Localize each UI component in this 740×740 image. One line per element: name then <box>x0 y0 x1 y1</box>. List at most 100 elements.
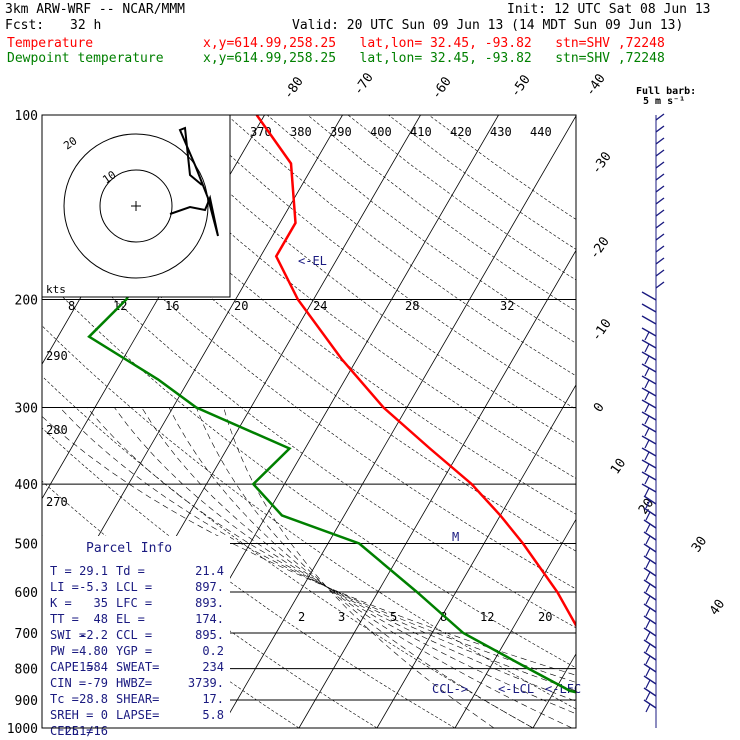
forecast-label: Fcst: <box>5 18 45 33</box>
parcel-info-value: CCL = <box>116 628 152 642</box>
parcel-info-value: Tc = <box>50 692 79 706</box>
hodograph-speed-label: 24 <box>313 299 327 313</box>
init-time: Init: 12 UTC Sat 08 Jun 13 <box>507 2 711 17</box>
moist-adiabat <box>223 407 495 728</box>
mixing-ratio-label: 3 <box>338 610 345 624</box>
theta-label: 440 <box>530 125 552 139</box>
hodograph-ring-label-10: 10 <box>100 168 118 186</box>
parcel-info-value: EL = <box>116 612 145 626</box>
parcel-info-value: 4.80 <box>79 644 108 658</box>
parcel-info-value: SHEAR= <box>116 692 159 706</box>
parcel-info-value: T = <box>50 564 72 578</box>
isotherm <box>611 115 740 728</box>
wind-barb <box>655 137 665 145</box>
parcel-info-value: 251/16 <box>65 724 108 738</box>
mixing-ratio-label: 20 <box>538 610 552 624</box>
parcel-info-value: SREH = <box>50 708 93 722</box>
theta-label: 390 <box>330 125 352 139</box>
wind-barb <box>641 363 657 377</box>
wind-barb <box>643 591 657 605</box>
moist-adiabat <box>86 407 576 692</box>
moist-adiabat <box>42 415 576 676</box>
wind-barb <box>643 651 657 665</box>
hodograph-unit: kts <box>46 283 66 296</box>
parcel-info-value: -79 <box>86 676 108 690</box>
moist-adiabat <box>196 407 534 728</box>
wind-barb <box>643 507 657 521</box>
dry-adiabat <box>42 375 534 728</box>
wind-barbs: Full barb:5 m s⁻¹ <box>636 86 696 728</box>
wind-barb <box>643 603 657 617</box>
wind-barb <box>643 687 657 701</box>
wind-barb <box>655 221 665 229</box>
pressure-label-200: 200 <box>15 294 38 309</box>
parcel-info-value: 17. <box>202 692 224 706</box>
moist-adiabat <box>114 407 576 702</box>
wind-barb <box>641 327 657 341</box>
wind-barb <box>655 245 665 253</box>
wind-barb <box>643 567 657 581</box>
theta-label: 280 <box>46 423 68 437</box>
mixing-ratio-label: 12 <box>480 610 494 624</box>
parcel-info-value: CAPE = <box>50 660 93 674</box>
parcel-info-value: TT = <box>50 612 79 626</box>
hodograph-speed-label: 8 <box>68 299 75 313</box>
hodograph: 10 20 kts <box>41 114 231 298</box>
theta-label: 380 <box>290 125 312 139</box>
wind-barb <box>643 675 657 689</box>
parcel-info-value: LI = <box>50 580 79 594</box>
hodograph-ring-label-20: 20 <box>61 134 79 152</box>
dry-adiabat <box>428 115 576 220</box>
pressure-label-400: 400 <box>15 478 38 493</box>
pressure-label-1000: 1000 <box>7 722 38 737</box>
temperature-label: -50 <box>508 72 534 100</box>
wind-barb <box>643 495 657 509</box>
parcel-info-value: CIN = <box>50 676 86 690</box>
pressure-label-700: 700 <box>15 627 38 642</box>
parcel-info-value: -5.3 <box>79 580 108 594</box>
pressure-label-900: 900 <box>15 694 38 709</box>
wind-barb <box>655 161 665 169</box>
wind-barb <box>643 627 657 641</box>
wind-barb <box>641 339 657 353</box>
wind-barb <box>641 291 657 301</box>
theta-label: 400 <box>370 125 392 139</box>
moist-adiabat <box>59 407 576 683</box>
dewpoint-location: x,y=614.99,258.25 lat,lon= 32.45, -93.82… <box>203 51 665 66</box>
parcel-info-value: 174. <box>195 612 224 626</box>
full-barb-unit: 5 m s⁻¹ <box>643 96 685 107</box>
pressure-label-600: 600 <box>15 586 38 601</box>
parcel-info-value: SWI = <box>50 628 86 642</box>
pressure-label-100: 100 <box>15 109 38 124</box>
parcel-info-value: LAPSE= <box>116 708 159 722</box>
lcl-marker: <-LCL <box>498 682 534 696</box>
wind-barb <box>655 185 665 193</box>
isotherm <box>298 249 576 728</box>
parcel-info-value: -2.2 <box>79 628 108 642</box>
wind-barb <box>643 579 657 593</box>
hodograph-speed-label: 28 <box>405 299 419 313</box>
wind-barb <box>643 663 657 677</box>
temperature-location: x,y=614.99,258.25 lat,lon= 32.45, -93.82… <box>203 36 665 51</box>
wind-barb <box>641 423 657 437</box>
ccl-marker: CCL-> <box>432 682 468 696</box>
pressure-label-800: 800 <box>15 663 38 678</box>
dewpoint-legend: Dewpoint temperature <box>7 51 164 66</box>
full-barb-label: Full barb: <box>636 86 696 97</box>
parcel-info-value: K = <box>50 596 72 610</box>
wind-barb <box>641 471 657 485</box>
wind-barb <box>655 149 665 157</box>
parcel-info-value: 897. <box>195 580 224 594</box>
wind-barb <box>643 543 657 557</box>
dry-adiabat <box>42 275 576 669</box>
wind-barb <box>655 281 665 289</box>
hodograph-trace <box>169 126 219 237</box>
wind-barb <box>643 615 657 629</box>
wind-barb <box>655 209 665 217</box>
dry-adiabat <box>267 115 576 344</box>
dry-adiabat <box>42 179 576 590</box>
wind-barb <box>641 411 657 425</box>
temperature-label: -60 <box>429 74 455 102</box>
parcel-info-box: Parcel Info T = 29.1 Td = 21.4 LI = -5.3 LCL = 8… <box>42 536 230 738</box>
wind-barb <box>641 315 657 325</box>
